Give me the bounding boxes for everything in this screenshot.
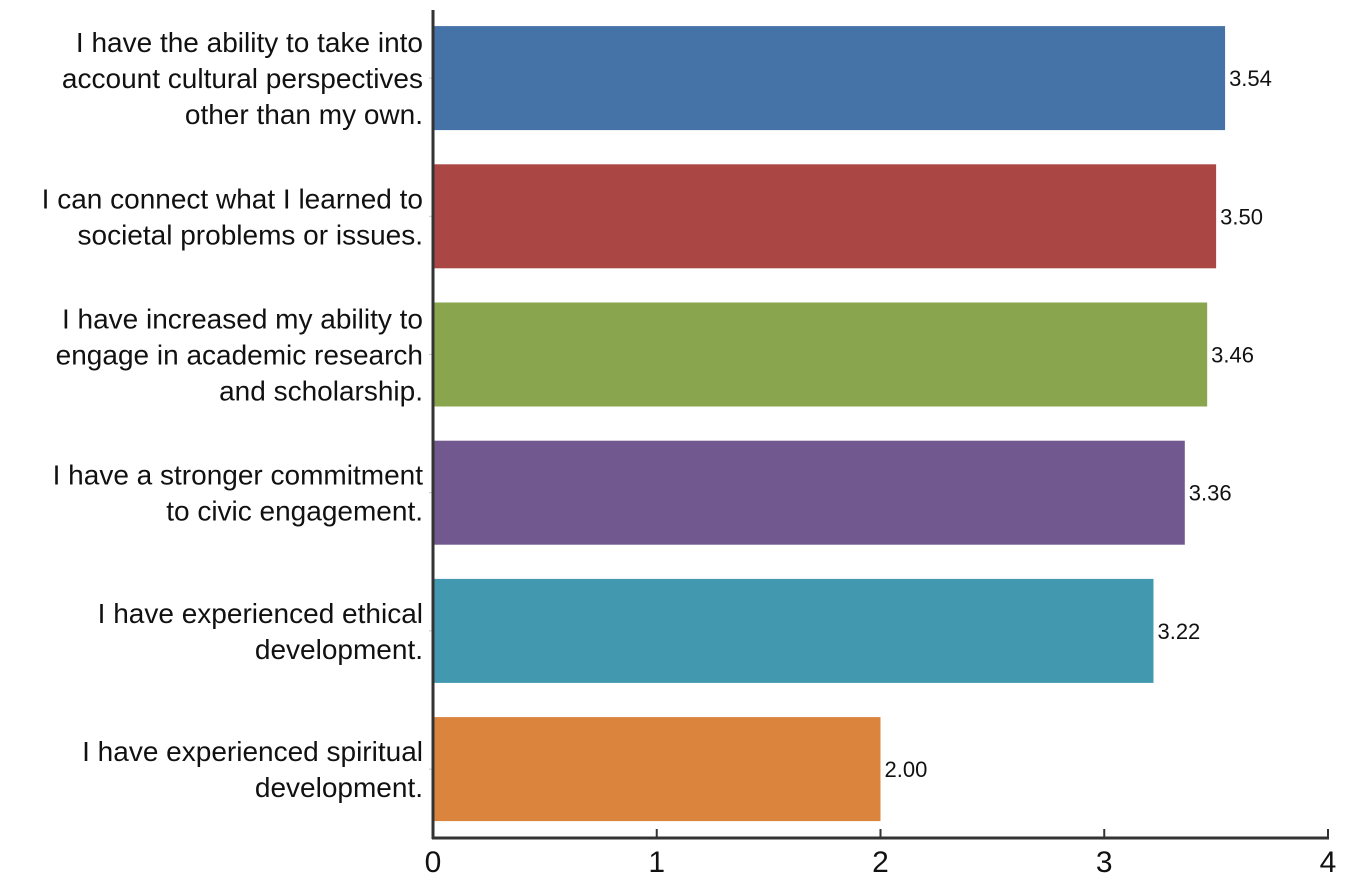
category-label-line: account cultural perspectives [62,63,423,94]
category-label-line: I have increased my ability to [62,304,423,335]
category-label-4: I have a stronger commitment to civic eng… [53,460,424,527]
value-label-6: 2.00 [885,757,928,782]
value-label-5: 3.22 [1157,619,1200,644]
category-label-line: I have a stronger commitment [53,460,424,491]
value-label-4: 3.36 [1189,481,1232,506]
category-label-line: I have experienced ethical [98,598,423,629]
value-label-1: 3.54 [1229,66,1272,91]
axes-layer: 0 1 2 3 4 [425,10,1337,879]
category-label-line: other than my own. [185,99,423,130]
bars-layer [433,26,1226,822]
bar-6 [433,717,881,822]
bar-5 [433,578,1154,683]
category-labels-layer: I have the ability to take into account c… [42,27,424,803]
category-label-line: and scholarship. [219,376,423,407]
category-label-line: development. [255,634,423,665]
category-label-3: I have increased my ability to engage in … [56,304,423,407]
category-label-6: I have experienced spiritual development. [82,736,423,803]
category-label-line: to civic engagement. [166,496,423,527]
bar-2 [433,164,1217,269]
value-label-3: 3.46 [1211,343,1254,368]
value-label-2: 3.50 [1220,204,1263,229]
value-labels-layer: 3.54 3.50 3.46 3.36 3.22 2.00 [885,66,1272,782]
x-tick-label-4: 4 [1320,846,1337,879]
bar-3 [433,302,1208,407]
bar-1 [433,26,1226,131]
category-label-line: engage in academic research [56,340,423,371]
category-label-1: I have the ability to take into account c… [62,27,423,130]
category-label-line: I have experienced spiritual [82,736,423,767]
x-tick-label-1: 1 [648,846,665,879]
x-tick-label-2: 2 [872,846,889,879]
category-label-line: I can connect what I learned to [42,183,423,214]
category-label-2: I can connect what I learned to societal … [42,183,423,250]
category-label-5: I have experienced ethical development. [98,598,423,665]
category-label-line: I have the ability to take into [76,27,423,58]
x-tick-label-0: 0 [425,846,442,879]
category-label-line: societal problems or issues. [78,219,423,250]
x-tick-label-3: 3 [1096,846,1113,879]
bar-4 [433,440,1185,545]
category-label-line: development. [255,772,423,803]
